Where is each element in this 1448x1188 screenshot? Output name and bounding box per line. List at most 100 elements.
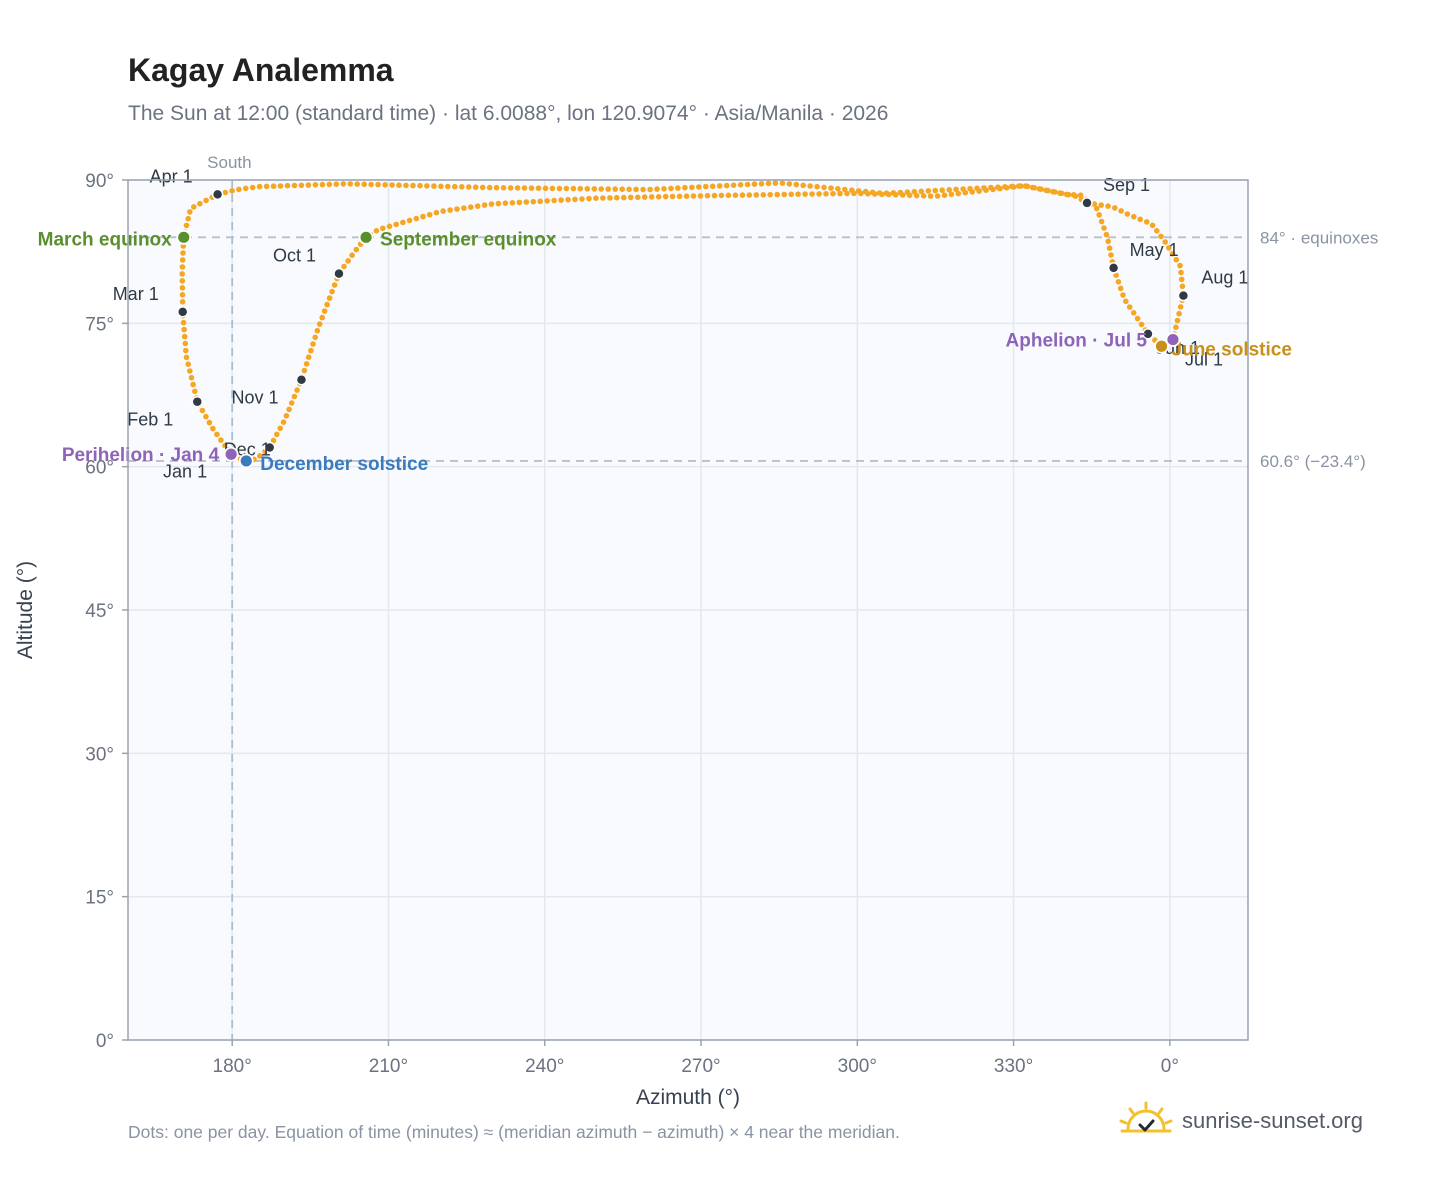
daily-dot xyxy=(257,453,263,459)
daily-dot xyxy=(1166,245,1172,251)
daily-dot xyxy=(486,184,493,191)
daily-dot xyxy=(210,425,216,432)
daily-dot xyxy=(445,183,451,190)
daily-dot xyxy=(1120,292,1126,298)
y-tick-label: 75° xyxy=(85,314,114,335)
month-label: Nov 1 xyxy=(231,388,278,408)
daily-dot xyxy=(767,191,773,198)
daily-dot xyxy=(572,196,578,203)
daily-dot xyxy=(331,282,338,288)
daily-dot xyxy=(203,413,209,420)
month-marker xyxy=(263,441,276,454)
daily-dot xyxy=(179,271,185,277)
daily-dot xyxy=(197,200,203,207)
daily-dot xyxy=(183,354,190,361)
daily-dot xyxy=(746,192,753,198)
daily-dot xyxy=(537,198,543,205)
event-label: June solstice xyxy=(1172,339,1292,360)
month-marker xyxy=(191,395,204,408)
daily-dot xyxy=(1138,321,1145,328)
meridian-label: South xyxy=(207,153,251,172)
daily-dot xyxy=(628,194,634,201)
daily-dot xyxy=(683,193,690,199)
daily-dot xyxy=(765,180,772,187)
month-marker xyxy=(176,306,189,318)
daily-dot xyxy=(892,192,899,198)
daily-dot xyxy=(488,201,495,207)
daily-dot xyxy=(1179,283,1186,290)
daily-dot xyxy=(481,202,488,208)
daily-dot xyxy=(187,368,193,374)
daily-dot xyxy=(303,361,310,367)
daily-dot xyxy=(1093,205,1100,212)
daily-dot xyxy=(373,228,380,234)
daily-dot xyxy=(614,194,620,201)
daily-dot xyxy=(969,189,975,195)
daily-dot xyxy=(192,388,198,395)
daily-dot xyxy=(329,288,335,295)
daily-dot xyxy=(586,195,592,202)
daily-dot xyxy=(758,181,765,187)
daily-dot xyxy=(188,374,195,381)
daily-dot xyxy=(1115,279,1122,285)
event-marker xyxy=(176,229,192,245)
daily-dot xyxy=(640,186,646,193)
brand-logo[interactable]: sunrise-sunset.org xyxy=(1118,1098,1363,1144)
daily-dot xyxy=(697,193,704,199)
daily-dot xyxy=(183,347,189,354)
daily-dot xyxy=(696,184,702,190)
daily-dot xyxy=(181,326,187,333)
daily-dot xyxy=(906,192,913,199)
daily-dot xyxy=(1106,245,1113,251)
daily-dot xyxy=(179,292,186,298)
daily-dot xyxy=(872,191,878,197)
daily-dot xyxy=(751,181,758,187)
daily-dot xyxy=(274,431,280,438)
footnote: Dots: one per day. Equation of time (min… xyxy=(128,1122,900,1142)
daily-dot xyxy=(1024,183,1031,190)
daily-dot xyxy=(739,192,746,198)
month-label: Aug 1 xyxy=(1201,268,1248,288)
daily-dot xyxy=(341,263,347,270)
daily-dot xyxy=(598,186,604,192)
x-tick-label: 210° xyxy=(369,1056,408,1077)
daily-dot xyxy=(345,258,351,264)
daily-dot xyxy=(781,191,787,198)
daily-dot xyxy=(635,194,641,201)
daily-dot xyxy=(626,186,632,193)
daily-dot xyxy=(605,186,611,192)
month-label: Mar 1 xyxy=(113,284,159,304)
daily-dot xyxy=(183,222,190,229)
daily-dot xyxy=(621,194,627,201)
brand-name: sunrise-sunset.org xyxy=(1182,1108,1363,1133)
daily-dot xyxy=(284,182,291,189)
daily-dot xyxy=(1101,225,1107,231)
daily-dot xyxy=(521,185,528,191)
daily-dot xyxy=(191,204,197,210)
daily-dot xyxy=(682,184,688,191)
daily-dot xyxy=(939,187,945,193)
daily-dot xyxy=(236,186,242,193)
daily-dot xyxy=(326,295,333,301)
month-marker xyxy=(1142,328,1154,340)
daily-dot xyxy=(821,184,827,191)
daily-dot xyxy=(1154,228,1160,234)
daily-dot xyxy=(263,183,270,190)
daily-dot xyxy=(774,191,780,198)
chart-subtitle: The Sun at 12:00 (standard time) · lat 6… xyxy=(128,102,889,125)
daily-dot xyxy=(179,257,186,263)
daily-dot xyxy=(321,308,328,314)
daily-dot xyxy=(326,181,333,188)
daily-dot xyxy=(607,195,613,201)
daily-dot xyxy=(1173,256,1180,263)
daily-dot xyxy=(579,196,585,202)
daily-dot xyxy=(779,180,786,186)
daily-dot xyxy=(760,192,767,198)
daily-dot xyxy=(1131,213,1137,220)
daily-dot xyxy=(932,187,938,194)
daily-dot xyxy=(368,181,374,188)
daily-dot xyxy=(1038,186,1044,192)
month-label: Feb 1 xyxy=(127,410,173,430)
daily-dot xyxy=(1173,324,1179,331)
daily-dot xyxy=(689,184,695,191)
